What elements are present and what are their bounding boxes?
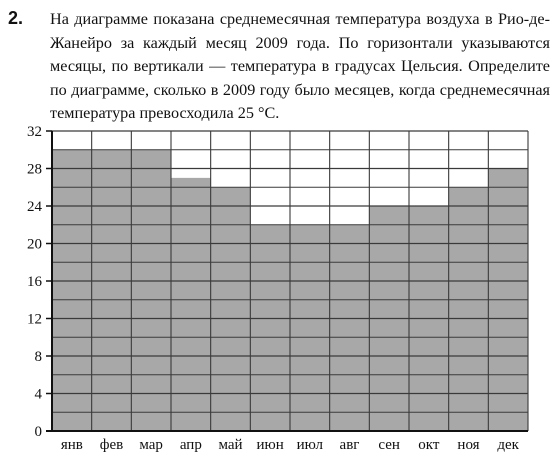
y-tick-label: 16 [27, 274, 43, 290]
bar-фев [91, 149, 132, 431]
x-tick-label: июл [297, 437, 324, 453]
y-tick-label: 4 [35, 387, 43, 403]
x-tick-label: авг [340, 437, 360, 453]
x-tick-label: мар [139, 437, 163, 453]
bar-ноя [448, 187, 489, 431]
x-tick-label: июн [257, 437, 284, 453]
bar-май [210, 187, 251, 431]
bar-янв [52, 149, 92, 431]
bar-апр [171, 177, 211, 431]
y-tick-label: 24 [27, 199, 43, 215]
x-tick-label: сен [378, 437, 400, 453]
y-tick-label: 0 [35, 424, 43, 440]
x-tick-label: дек [497, 437, 519, 453]
axis-layer [46, 130, 528, 432]
x-tick-label: янв [61, 437, 83, 453]
labels-layer: 0 4 8 12 16 20 24 28 32 янв фев мар апр май июн июл авг с… [27, 124, 520, 453]
y-tick-label: 20 [27, 237, 42, 253]
y-tick-label: 12 [27, 312, 42, 328]
x-tick-label: апр [180, 437, 202, 453]
y-tick-label: 32 [27, 124, 42, 140]
x-tick-label: фев [100, 437, 123, 453]
x-tick-label: окт [418, 437, 440, 453]
bar-авг [329, 224, 370, 431]
y-tick-label: 8 [35, 349, 43, 365]
bar-июл [290, 224, 330, 431]
y-tick-label: 28 [27, 162, 42, 178]
bar-мар [131, 149, 171, 431]
problem-number: 2. [8, 8, 24, 28]
x-tick-label: ноя [457, 437, 479, 453]
x-tick-label: май [218, 437, 242, 453]
problem-statement: На диаграмме показана среднемесячная тем… [50, 10, 550, 122]
bar-июн [250, 224, 290, 431]
